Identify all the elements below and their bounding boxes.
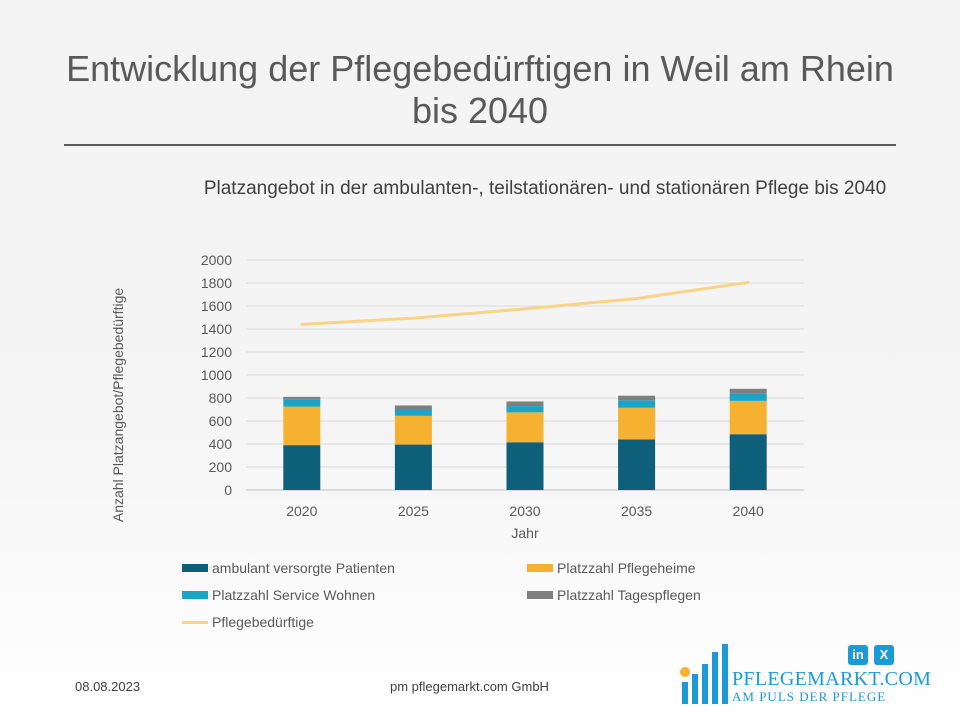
slide-title: Entwicklung der Pflegebedürftigen in Wei… [66, 48, 894, 131]
y-tick-label: 600 [209, 413, 233, 429]
legend-item: Platzzahl Service Wohnen [182, 587, 375, 603]
x-tick-label: 2025 [398, 503, 429, 519]
bar-segment [618, 407, 656, 440]
bar-segment [729, 400, 767, 435]
bar-segment [618, 400, 656, 408]
bar-segment [394, 415, 432, 445]
bar-segment [506, 401, 544, 407]
legend-swatch [527, 591, 553, 599]
legend-item: Platzzahl Tagespflegen [527, 587, 701, 603]
y-tick-label: 1200 [201, 344, 232, 360]
bar-segment [618, 439, 656, 490]
y-tick-label: 2000 [201, 252, 232, 268]
y-tick-label: 1800 [201, 275, 232, 291]
y-tick-label: 1600 [201, 298, 232, 314]
legend-item: ambulant versorgte Patienten [182, 560, 395, 576]
y-tick-label: 1400 [201, 321, 232, 337]
legend-item: Platzzahl Pflegeheime [527, 560, 696, 576]
y-tick-label: 200 [209, 459, 233, 475]
legend-line-swatch [182, 620, 208, 624]
legend-label: Platzzahl Service Wohnen [212, 587, 376, 603]
legend-label: Pflegebedürftige [212, 614, 314, 630]
logo-tagline: AM PULS DER PFLEGE [732, 689, 887, 704]
legend-item: Pflegebedürftige [182, 614, 314, 630]
legend-label: Platzzahl Pflegeheime [557, 560, 696, 576]
x-tick-label: 2035 [621, 503, 652, 519]
bar-segment [506, 412, 544, 443]
bar-segment [283, 399, 321, 407]
legend-swatch [182, 591, 208, 599]
linkedin-icon[interactable]: in [848, 645, 868, 665]
x-tick-label: 2040 [733, 503, 764, 519]
legend-label: Platzzahl Tagespflegen [557, 587, 701, 603]
chart-title: Platzangebot in der ambulanten-, teilsta… [203, 178, 887, 199]
title-divider [64, 144, 896, 146]
line-series [300, 280, 750, 326]
y-tick-label: 400 [209, 436, 233, 452]
bar-segment [283, 406, 321, 446]
legend-swatch [527, 564, 553, 572]
bar-segment [729, 393, 767, 401]
y-tick-label: 0 [224, 482, 232, 498]
legend-label: ambulant versorgte Patienten [212, 560, 395, 576]
bar-segment [283, 445, 321, 490]
bar-segment [618, 395, 656, 401]
bar-segment [394, 405, 432, 410]
x-axis-label: Jahr [511, 525, 539, 541]
legend-swatch [182, 564, 208, 572]
bar-segment [394, 409, 432, 416]
bar-segment [283, 396, 321, 400]
x-tick-label: 2020 [286, 503, 317, 519]
bar-segment [506, 406, 544, 413]
y-axis-label: Anzahl Platzangebot/Pflegebedürftige [110, 288, 126, 522]
bar-segment [394, 444, 432, 490]
bar-segment [729, 434, 767, 490]
footer-date: 08.08.2023 [75, 679, 141, 694]
logo-name: PFLEGEMARKT.COM [732, 668, 932, 690]
xing-icon[interactable]: X [874, 645, 894, 665]
footer-company: pm pflegemarkt.com GmbH [390, 679, 549, 694]
y-tick-label: 1000 [201, 367, 232, 383]
pflegemarkt-logo-icon [680, 644, 728, 704]
y-tick-label: 800 [209, 390, 233, 406]
bar-segment [506, 442, 544, 490]
x-tick-label: 2030 [509, 503, 540, 519]
bar-segment [729, 388, 767, 394]
